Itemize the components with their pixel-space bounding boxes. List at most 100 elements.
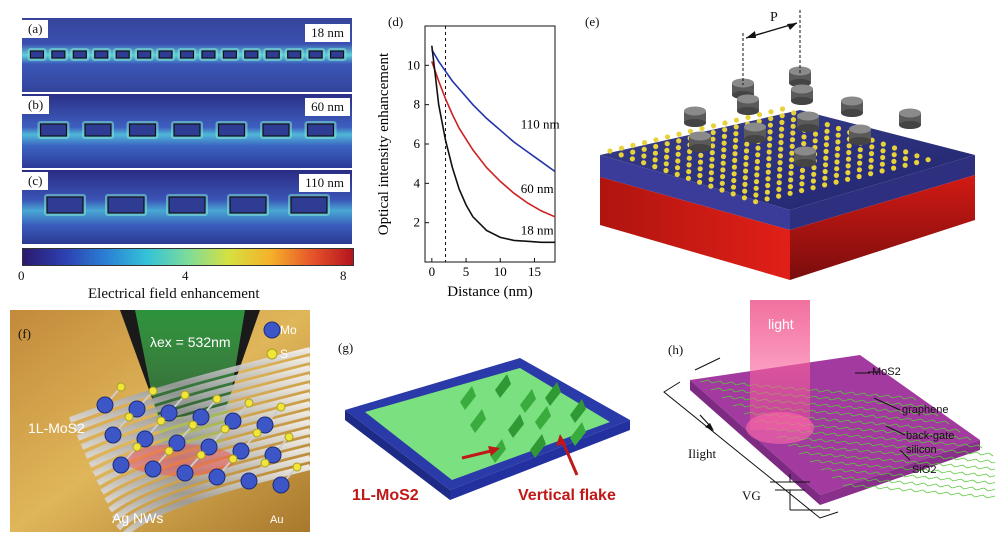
lattice-atom	[686, 162, 692, 168]
mo-atom	[160, 404, 178, 422]
nanostructure	[290, 196, 328, 214]
nanowire	[100, 419, 310, 495]
lattice-atom	[801, 134, 807, 140]
graphene-row	[809, 459, 995, 478]
legend-mo: Mo	[280, 323, 297, 337]
nanowire	[72, 356, 310, 432]
y-axis-label: Optical intensity enhancement	[376, 52, 392, 235]
panel-h-illustration	[663, 300, 995, 519]
mo-atom	[232, 442, 250, 460]
nanowire	[84, 383, 310, 459]
lattice-atom	[741, 195, 747, 201]
vertical-flake	[570, 399, 586, 423]
lattice-atom	[845, 170, 851, 176]
lattice-atom	[914, 159, 920, 166]
lattice-atom	[730, 191, 736, 197]
lattice-atom	[868, 171, 874, 177]
lattice-atom	[719, 187, 725, 193]
mos2-label: MoS2	[872, 366, 901, 378]
lattice-atom	[767, 129, 773, 135]
lattice-atom	[765, 176, 771, 182]
lattice-atom	[801, 141, 807, 147]
lattice-atom	[835, 125, 842, 132]
lattice-atom	[880, 148, 886, 154]
lattice-atom	[721, 140, 727, 146]
lattice-atom	[891, 165, 897, 171]
nanostructure	[222, 50, 237, 59]
vertical-flake	[520, 389, 536, 413]
lattice-atom	[824, 135, 830, 141]
lattice-atom	[698, 152, 704, 158]
field-map-c-image	[22, 170, 352, 244]
vertical-flake-label: Vertical flake	[518, 487, 616, 504]
lattice-atom	[618, 145, 625, 151]
series-line	[431, 45, 555, 244]
lattice-atom	[891, 158, 897, 164]
nanostructure	[51, 50, 66, 59]
sio2-label: SiO2	[912, 464, 937, 476]
lattice-atom	[733, 124, 739, 130]
x-tick-label: 15	[528, 264, 541, 279]
lattice-atom	[822, 162, 829, 168]
mo-atom	[224, 412, 242, 430]
lattice-atom	[812, 131, 819, 137]
field-map-b: (b) 60 nm	[22, 94, 352, 168]
mo-atom	[208, 468, 226, 486]
lattice-atom	[788, 177, 794, 183]
lattice-atom	[833, 179, 839, 185]
lattice-atom	[641, 153, 647, 159]
graphene-label: graphene	[902, 404, 949, 416]
graphene-row	[710, 387, 928, 409]
lattice-atom	[720, 167, 726, 173]
nanopillar	[791, 84, 813, 94]
lattice-atom	[869, 144, 875, 150]
mo-atom	[136, 430, 154, 448]
lattice-atom	[764, 196, 770, 202]
graphene-row	[820, 467, 995, 485]
nanostructure	[229, 196, 267, 214]
lattice-atom	[732, 151, 738, 157]
lattice-atom	[756, 112, 763, 118]
lattice-atom	[846, 149, 852, 156]
lattice-atom	[753, 179, 760, 185]
lattice-atom	[664, 134, 671, 140]
lattice-atom	[790, 117, 796, 123]
nanowire	[76, 365, 310, 441]
lattice-atom	[676, 131, 682, 137]
backgate-label-2: silicon	[906, 444, 937, 456]
lattice-atom	[835, 146, 841, 152]
mo-atom	[96, 396, 114, 414]
lattice-atom	[835, 139, 841, 145]
nanostructure	[46, 196, 84, 214]
lattice-atom	[880, 141, 886, 147]
lattice-atom	[776, 193, 782, 199]
lattice-atom	[812, 138, 818, 144]
vertical-flake	[530, 434, 546, 458]
lattice-atom	[697, 166, 703, 172]
lattice-atom	[823, 142, 829, 148]
panel-d-label: (d)	[388, 14, 404, 29]
panel-e-label: (e)	[585, 14, 600, 29]
mo-atom	[272, 476, 290, 494]
lattice-atom	[699, 126, 705, 132]
lattice-atom	[630, 149, 636, 155]
lattice-atom	[868, 157, 874, 163]
lattice-atom	[674, 171, 680, 177]
panel-c-thickness: 110 nm	[299, 174, 350, 192]
nanostructure	[179, 50, 195, 59]
material-label-f: 1L-MoS2	[28, 420, 85, 436]
lattice-atom	[709, 150, 715, 156]
lattice-atom	[778, 139, 784, 146]
nanostructure	[39, 123, 68, 137]
lattice-atom	[799, 174, 805, 180]
vertical-flake	[460, 386, 476, 410]
series-label: 60 nm	[521, 181, 554, 196]
nanostructure	[158, 50, 173, 59]
nanostructure	[308, 50, 323, 59]
mo-atom	[176, 464, 194, 482]
lattice-atom	[868, 164, 874, 170]
lattice-atom	[754, 172, 760, 178]
lattice-atom	[811, 171, 817, 177]
nanostructure	[306, 123, 335, 137]
lattice-atom	[779, 126, 785, 132]
